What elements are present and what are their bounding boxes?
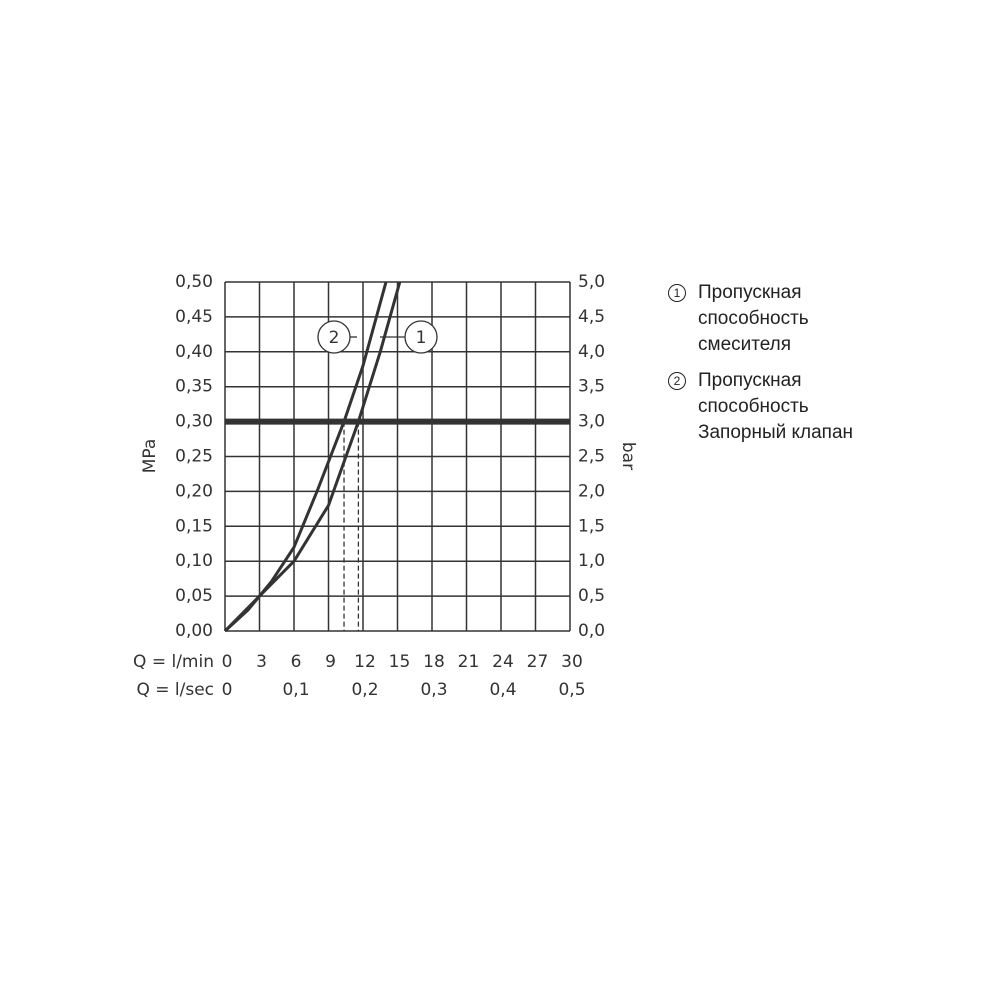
y-tick-label: 0,20 bbox=[175, 481, 213, 501]
y2-tick-label: 1,5 bbox=[578, 516, 605, 536]
y2-tick-label: 3,5 bbox=[578, 377, 605, 397]
y-tick-label: 0,45 bbox=[175, 307, 213, 327]
x-tick-label: 24 bbox=[492, 652, 514, 672]
x-axis-title: Q = l/min bbox=[133, 652, 214, 672]
y2-tick-label: 0,5 bbox=[578, 586, 605, 606]
x-tick-label: 0 bbox=[222, 652, 233, 672]
y2-tick-label: 2,0 bbox=[578, 481, 605, 501]
x-tick-label: 9 bbox=[325, 652, 336, 672]
legend-item: 1 Пропускная способность смесителя bbox=[668, 280, 868, 358]
y-tick-label: 0,00 bbox=[175, 621, 213, 641]
y2-tick-label: 5,0 bbox=[578, 272, 605, 292]
x2-tick-label: 0,3 bbox=[420, 680, 447, 700]
x2-tick-label: 0,5 bbox=[558, 680, 585, 700]
y-tick-label: 0,40 bbox=[175, 342, 213, 362]
x-tick-label: 21 bbox=[458, 652, 480, 672]
x-tick-label: 3 bbox=[256, 652, 267, 672]
y2-axis-title: bar bbox=[618, 442, 638, 470]
x-tick-label: 18 bbox=[423, 652, 445, 672]
legend-item: 2 Пропускная способность Запорный клапан bbox=[668, 368, 868, 446]
legend-marker: 2 bbox=[668, 372, 686, 390]
x-tick-label: 15 bbox=[389, 652, 411, 672]
callout-circle bbox=[317, 320, 351, 354]
x2-tick-label: 0,2 bbox=[351, 680, 378, 700]
legend-label: Пропускная способность Запорный клапан bbox=[698, 370, 854, 443]
y-axis-title: MPa bbox=[140, 439, 160, 474]
x2-axis-title: Q = l/sec bbox=[136, 680, 214, 700]
x2-tick-label: 0 bbox=[222, 680, 233, 700]
y-tick-label: 0,25 bbox=[175, 447, 213, 467]
y-tick-label: 0,35 bbox=[175, 377, 213, 397]
y2-tick-label: 4,5 bbox=[578, 307, 605, 327]
callout-label: 2 bbox=[329, 328, 340, 348]
y2-tick-label: 3,0 bbox=[578, 412, 605, 432]
legend-marker: 1 bbox=[668, 284, 686, 302]
y2-tick-label: 4,0 bbox=[578, 342, 605, 362]
curve bbox=[223, 281, 388, 633]
x-tick-label: 6 bbox=[291, 652, 302, 672]
legend-label: Пропускная способность смесителя bbox=[698, 282, 809, 355]
x2-tick-label: 0,4 bbox=[489, 680, 516, 700]
y-tick-label: 0,30 bbox=[175, 412, 213, 432]
x2-tick-label: 0,1 bbox=[282, 680, 309, 700]
y-tick-label: 0,05 bbox=[175, 586, 213, 606]
callout-circle bbox=[404, 320, 438, 354]
y2-tick-label: 0,0 bbox=[578, 621, 605, 641]
callout-label: 1 bbox=[416, 328, 427, 348]
x-tick-label: 30 bbox=[561, 652, 583, 672]
y2-tick-label: 1,0 bbox=[578, 551, 605, 571]
y-tick-label: 0,10 bbox=[175, 551, 213, 571]
y-tick-label: 0,50 bbox=[175, 272, 213, 292]
x-tick-label: 12 bbox=[354, 652, 376, 672]
y-tick-label: 0,15 bbox=[175, 516, 213, 536]
y2-tick-label: 2,5 bbox=[578, 447, 605, 467]
x-tick-label: 27 bbox=[527, 652, 549, 672]
